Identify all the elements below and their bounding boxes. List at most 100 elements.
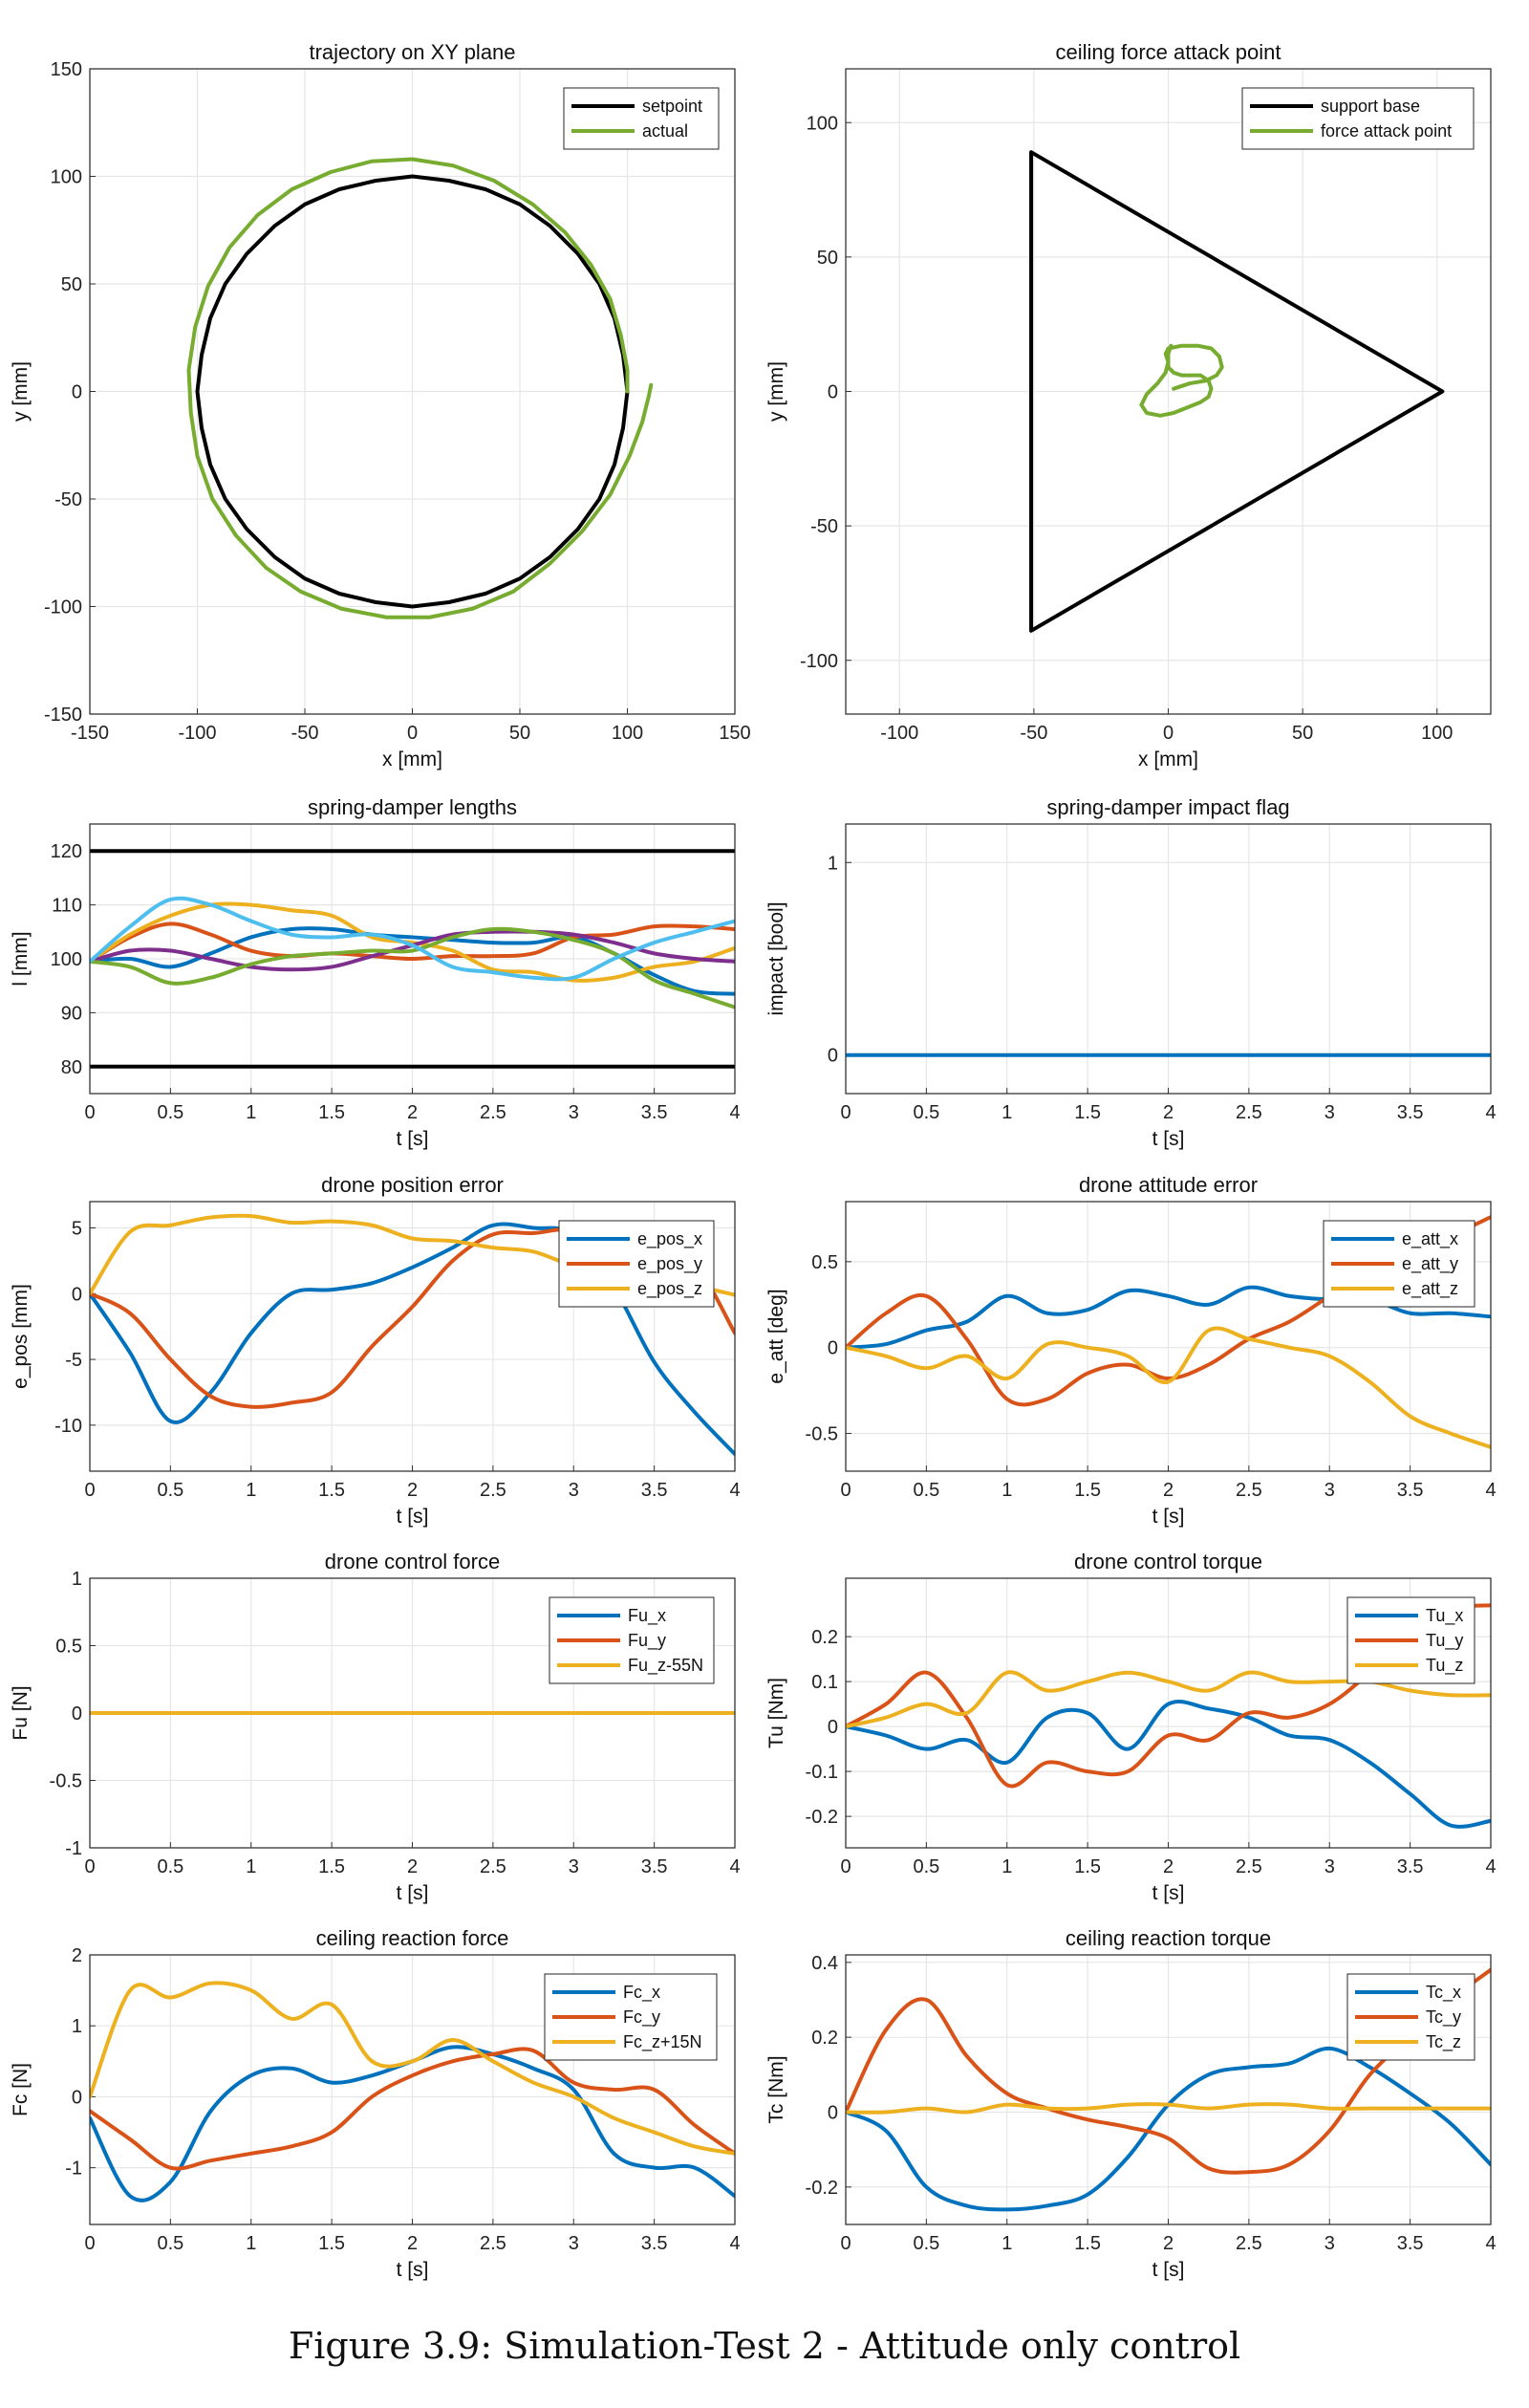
- series-line-setpoint: [195, 174, 630, 609]
- y-tick-label: -5: [65, 1350, 82, 1371]
- legend-label: force attack point: [1321, 121, 1452, 141]
- x-tick-label: 1.5: [1074, 2233, 1101, 2254]
- x-tick-label: 0.5: [913, 1480, 939, 1501]
- legend: Fc_x Fc_y Fc_z+15N: [544, 1973, 718, 2061]
- x-tick-label: 0: [407, 723, 418, 744]
- x-tick-label: 0: [84, 1856, 95, 1877]
- series-line-e_att_z: [846, 1326, 1491, 1449]
- x-tick-label: 2: [1163, 1856, 1174, 1877]
- x-tick-label: 1.5: [318, 1856, 345, 1877]
- y-tick-label: 5: [72, 1219, 82, 1240]
- chart-0: -150 -100 -50 0 50 100 150 -150 -100 -50 0 50 100 150…: [10, 40, 751, 770]
- x-axis-label: t [s]: [1152, 1882, 1185, 1904]
- y-tick-label: -50: [54, 489, 82, 510]
- x-tick-label: 0.5: [913, 2233, 939, 2254]
- legend: Tu_x Tu_y Tu_z: [1346, 1596, 1475, 1684]
- figure-caption: Figure 3.9: Simulation-Test 2 - Attitude…: [288, 2325, 1241, 2367]
- y-tick-label: 0: [72, 2087, 82, 2108]
- x-axis-label: x [mm]: [382, 748, 442, 770]
- y-tick-label: 0: [828, 1046, 838, 1067]
- legend-label: Tc_x: [1426, 1983, 1461, 2003]
- x-tick-label: 3: [569, 1480, 579, 1501]
- x-axis-label: t [s]: [397, 1506, 429, 1528]
- y-tick-label: 50: [61, 274, 82, 295]
- y-tick-label: 50: [817, 248, 838, 269]
- x-tick-label: 4: [1485, 1480, 1496, 1501]
- x-tick-label: 0.5: [157, 1480, 183, 1501]
- y-tick-label: 2: [72, 1945, 82, 1966]
- x-tick-label: 3.5: [1397, 1480, 1424, 1501]
- y-axis-label: Tc [Nm]: [765, 2055, 787, 2123]
- x-tick-label: 2.5: [480, 2233, 506, 2254]
- x-tick-label: 1: [246, 1480, 256, 1501]
- legend-label: Fc_z+15N: [623, 2032, 702, 2052]
- x-tick-label: 3: [569, 1102, 579, 1123]
- x-tick-label: 1.5: [1074, 1856, 1101, 1877]
- y-axis-label: Fu [N]: [10, 1685, 32, 1740]
- x-axis-label: t [s]: [1152, 2259, 1185, 2281]
- x-tick-label: 2.5: [1236, 2233, 1262, 2254]
- y-tick-label: -100: [44, 597, 82, 618]
- legend: e_att_x e_att_y e_att_z: [1323, 1220, 1475, 1308]
- y-tick-label: 0.5: [55, 1637, 82, 1658]
- y-tick-label: 0.5: [811, 1252, 838, 1273]
- x-axis-label: t [s]: [1152, 1506, 1185, 1528]
- x-tick-label: 2: [407, 1480, 418, 1501]
- legend-label: Fu_z-55N: [628, 1656, 703, 1676]
- y-tick-label: 0.4: [811, 1953, 838, 1974]
- x-axis-label: t [s]: [1152, 1128, 1185, 1150]
- x-tick-label: 0.5: [157, 2233, 183, 2254]
- x-tick-label: 2: [407, 1102, 418, 1123]
- x-axis-label: t [s]: [397, 1128, 429, 1150]
- x-tick-label: 0: [84, 1102, 95, 1123]
- x-axis-label: t [s]: [397, 2259, 429, 2281]
- legend-label: Tu_x: [1426, 1606, 1463, 1626]
- x-tick-label: 0: [840, 1480, 851, 1501]
- series-line-support base: [1029, 150, 1445, 633]
- legend: Tc_x Tc_y Tc_z: [1346, 1973, 1475, 2061]
- y-tick-label: 0: [72, 382, 82, 403]
- legend: setpoint actual: [563, 87, 720, 150]
- chart-8: 0 0.5 1 1.5 2 2.5 3 3.5 4 -1 0 1 2 ceiling reaction f…: [10, 1926, 741, 2281]
- x-tick-label: 4: [1485, 1856, 1496, 1877]
- x-tick-label: 0: [840, 2233, 851, 2254]
- x-tick-label: 1.5: [1074, 1480, 1101, 1501]
- y-tick-label: -0.5: [806, 1423, 838, 1444]
- y-tick-label: -1: [65, 1838, 82, 1859]
- legend-label: Fu_x: [628, 1606, 666, 1626]
- x-tick-label: -150: [71, 723, 109, 744]
- chart-title: drone position error: [321, 1173, 504, 1197]
- y-tick-label: -100: [800, 651, 838, 672]
- legend-label: Fu_y: [628, 1631, 666, 1651]
- x-tick-label: 0: [1163, 723, 1174, 744]
- series-line-Tc_y: [846, 1967, 1491, 2175]
- series-line-Tu_x: [846, 1700, 1491, 1829]
- chart-4: 0 0.5 1 1.5 2 2.5 3 3.5 4 -10 -5 0 5 drone position e…: [10, 1173, 741, 1528]
- x-tick-label: 3.5: [1397, 1102, 1424, 1123]
- chart-7: 0 0.5 1 1.5 2 2.5 3 3.5 4 -0.2 -0.1 0 0.1 0.2 drone co…: [765, 1550, 1497, 1904]
- x-tick-label: 3.5: [641, 2233, 668, 2254]
- series-line-e_pos_x: [90, 1222, 735, 1457]
- y-axis-label: y [mm]: [765, 361, 787, 422]
- y-tick-label: 80: [61, 1057, 82, 1078]
- plot-frame: [845, 1577, 1492, 1849]
- x-tick-label: -100: [178, 723, 216, 744]
- y-tick-label: -0.2: [806, 2178, 838, 2199]
- plot-frame: [89, 823, 736, 1095]
- x-tick-label: 3: [1324, 1480, 1335, 1501]
- x-tick-label: 50: [1292, 723, 1313, 744]
- series-line-7: [90, 896, 735, 982]
- legend: Fu_x Fu_y Fu_z-55N: [549, 1596, 715, 1684]
- y-tick-label: 0.2: [811, 2028, 838, 2049]
- plot-frame: [845, 823, 1492, 1095]
- legend-label: actual: [642, 121, 688, 141]
- x-tick-label: 1: [1001, 2233, 1012, 2254]
- legend-label: e_pos_x: [637, 1229, 702, 1249]
- chart-title: ceiling reaction torque: [1066, 1926, 1271, 1950]
- x-tick-label: 2.5: [1236, 1856, 1262, 1877]
- chart-title: drone control torque: [1074, 1550, 1262, 1573]
- chart-title: spring-damper lengths: [308, 795, 517, 819]
- x-tick-label: 0.5: [913, 1856, 939, 1877]
- y-tick-label: 100: [807, 113, 838, 134]
- legend-label: e_pos_y: [637, 1254, 702, 1274]
